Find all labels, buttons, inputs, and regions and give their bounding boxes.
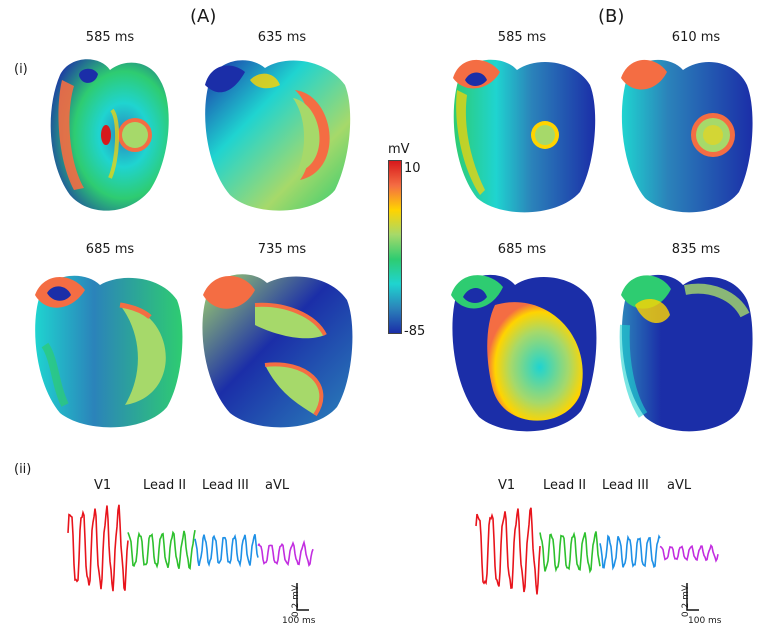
ecg-b-label-lead-ii: Lead II	[543, 478, 587, 493]
scale-voltage-b: 0.2 mV	[681, 584, 691, 618]
colorbar	[388, 160, 402, 334]
colorbar-unit: mV	[388, 142, 410, 157]
panel-a-title: (A)	[190, 6, 217, 27]
heart-map-a-585	[50, 59, 169, 211]
panel-b-time-1: 585 ms	[497, 30, 547, 45]
panel-b-time-3: 685 ms	[497, 242, 547, 257]
panel-b-time-4: 835 ms	[671, 242, 721, 257]
row-label-i: (i)	[14, 62, 28, 77]
ecg-b-lead-ii	[539, 531, 601, 574]
panel-a-time-1: 585 ms	[85, 30, 135, 45]
ecg-a-lead-ii	[127, 529, 196, 571]
heart-map-b-610	[621, 59, 753, 213]
ecg-b-label-v1: V1	[498, 478, 516, 493]
ecg-a-label-v1: V1	[94, 478, 112, 493]
ecg-b-avl	[659, 543, 719, 563]
ecg-a-avl	[257, 539, 314, 568]
ecg-a-lead-iii	[194, 533, 259, 568]
panel-b-time-2: 610 ms	[671, 30, 721, 45]
ecg-b-label-lead-iii: Lead III	[602, 478, 649, 493]
ecg-a-label-lead-iii: Lead III	[202, 478, 249, 493]
heart-map-a-635	[205, 60, 351, 211]
scale-voltage-a: 0.2 mV	[291, 584, 301, 618]
scale-time-b: 100 ms	[688, 616, 722, 626]
heart-map-a-735	[202, 274, 353, 428]
ecg-a-label-lead-ii: Lead II	[143, 478, 187, 493]
heart-map-a-685	[35, 275, 183, 428]
colorbar-max: 10	[404, 161, 421, 176]
scale-bar-b	[686, 583, 699, 611]
colorbar-min: -85	[404, 324, 426, 339]
ecg-a-v1	[67, 504, 129, 592]
panel-a-time-3: 685 ms	[85, 242, 135, 257]
ecg-a-label-avl: aVL	[265, 478, 290, 493]
row-label-ii: (ii)	[14, 462, 32, 477]
panel-a-time-2: 635 ms	[257, 30, 307, 45]
heart-map-b-585	[453, 59, 596, 213]
panel-b-title: (B)	[598, 6, 625, 27]
heart-map-b-685	[451, 274, 597, 432]
scale-bar-a	[296, 583, 309, 611]
ecg-b-v1	[475, 507, 541, 595]
ecg-b-lead-iii	[599, 534, 661, 571]
scale-time-a: 100 ms	[282, 616, 316, 626]
heart-map-b-835	[619, 274, 753, 432]
ecg-b-label-avl: aVL	[667, 478, 692, 493]
panel-a-time-4: 735 ms	[257, 242, 307, 257]
